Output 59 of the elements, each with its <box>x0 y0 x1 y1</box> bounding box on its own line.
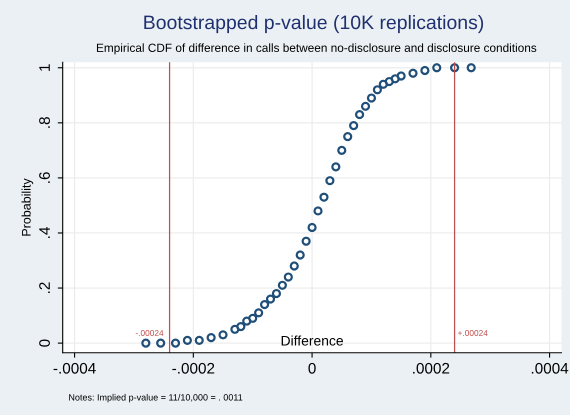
y-tick-label: .8 <box>39 117 50 128</box>
y-tick-label: .6 <box>39 172 50 183</box>
point <box>408 68 418 78</box>
point <box>156 338 166 348</box>
point <box>343 132 352 142</box>
point <box>182 336 192 345</box>
ref-line-label: +.00024 <box>458 330 488 336</box>
point <box>236 322 246 332</box>
point <box>260 300 270 310</box>
point <box>384 76 394 86</box>
point <box>372 85 382 94</box>
point <box>432 63 442 72</box>
ref-line-label: -.00024 <box>136 330 164 336</box>
point <box>302 236 311 246</box>
point <box>349 121 358 130</box>
point <box>230 324 240 334</box>
x-axis-title: Difference <box>282 335 343 346</box>
point <box>378 80 388 89</box>
point <box>242 316 252 326</box>
point <box>331 162 340 172</box>
point <box>354 110 364 120</box>
x-tick-label: 0 <box>308 362 316 374</box>
point <box>360 102 370 111</box>
y-tick-label: 0 <box>39 339 50 347</box>
point <box>366 93 376 103</box>
point <box>206 333 216 342</box>
point <box>296 250 305 260</box>
point <box>420 66 430 76</box>
point <box>307 222 317 232</box>
point <box>396 71 406 81</box>
point <box>284 272 293 282</box>
x-tick-label: -.0002 <box>172 362 214 374</box>
x-tick-label: .0004 <box>532 362 568 374</box>
point <box>218 330 228 340</box>
point <box>313 206 323 216</box>
y-axis-title: Probability <box>22 178 34 236</box>
y-tick-label: .2 <box>39 282 50 294</box>
x-tick-label: .0002 <box>413 362 450 374</box>
point <box>266 294 276 304</box>
text: Notes: Implied p-value = 11/10,000 = . 0011 <box>69 394 242 402</box>
y-tick-label: 1 <box>39 64 50 71</box>
point <box>390 74 400 84</box>
point <box>278 280 287 290</box>
point <box>194 336 204 345</box>
point <box>450 63 460 72</box>
chart-title: Bootstrapped p-value (10K replications) <box>144 14 484 34</box>
y-tick-label: .4 <box>39 227 50 238</box>
x-tick-label: -.0004 <box>54 362 96 374</box>
point <box>337 146 346 155</box>
point <box>141 338 150 348</box>
point <box>319 192 329 202</box>
chart-subtitle: Empirical CDF of difference in calls between no-disclosure and disclosure conditions <box>96 43 536 54</box>
point <box>466 63 476 72</box>
point <box>170 338 180 348</box>
point <box>325 176 334 186</box>
point <box>290 261 299 271</box>
point <box>248 314 258 323</box>
point <box>272 288 282 298</box>
point <box>254 308 264 318</box>
